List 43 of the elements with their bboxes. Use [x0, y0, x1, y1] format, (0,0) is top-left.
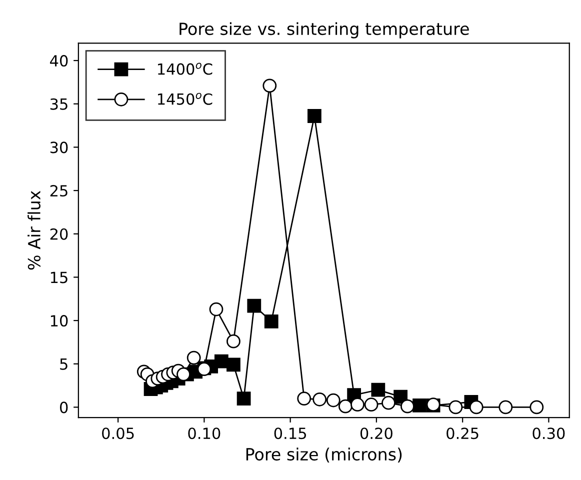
x-tick-label: 0.30 [532, 428, 565, 440]
point [236, 392, 251, 406]
legend-label: 1450$^{o}$C [158, 92, 212, 105]
x-tick-label: 0.25 [446, 428, 478, 440]
y-tick-label: 30 [50, 142, 68, 154]
y-tick-label: 0 [60, 402, 68, 414]
chart-title: Pore size vs. sintering temperature [180, 22, 469, 38]
y-tick-label: 25 [50, 185, 68, 197]
x-tick-label: 0.20 [360, 428, 392, 440]
point [262, 78, 277, 93]
y-tick-label: 40 [50, 55, 68, 67]
y-tick-label: 35 [50, 98, 68, 110]
legend-label: 1400$^{o}$C [158, 62, 212, 75]
point [530, 400, 544, 414]
x-tick-label: 0.05 [102, 428, 134, 440]
point [338, 399, 352, 414]
point [297, 392, 312, 406]
x-tick-label: 0.10 [188, 428, 220, 440]
y-axis-title: % Air flux [28, 190, 40, 270]
point [498, 400, 513, 414]
point [186, 350, 201, 365]
point [326, 393, 340, 408]
point [448, 400, 463, 414]
point [176, 367, 190, 382]
x-tick-label: 0.15 [274, 428, 306, 440]
y-tick-label: 20 [50, 228, 68, 240]
point [400, 399, 414, 414]
point [226, 358, 240, 372]
y-tick-label: 5 [60, 358, 68, 370]
point [307, 109, 322, 123]
y-tick-label: 10 [50, 315, 68, 327]
y-tick-label: 15 [50, 272, 68, 284]
x-axis-title: Pore size (microns) [246, 448, 402, 463]
point [371, 382, 386, 397]
point [247, 298, 262, 313]
point [264, 314, 278, 328]
point [382, 396, 396, 410]
point [226, 334, 240, 348]
point [312, 392, 327, 406]
point [469, 400, 484, 414]
point [364, 398, 378, 412]
point [350, 398, 364, 412]
point [209, 302, 224, 316]
